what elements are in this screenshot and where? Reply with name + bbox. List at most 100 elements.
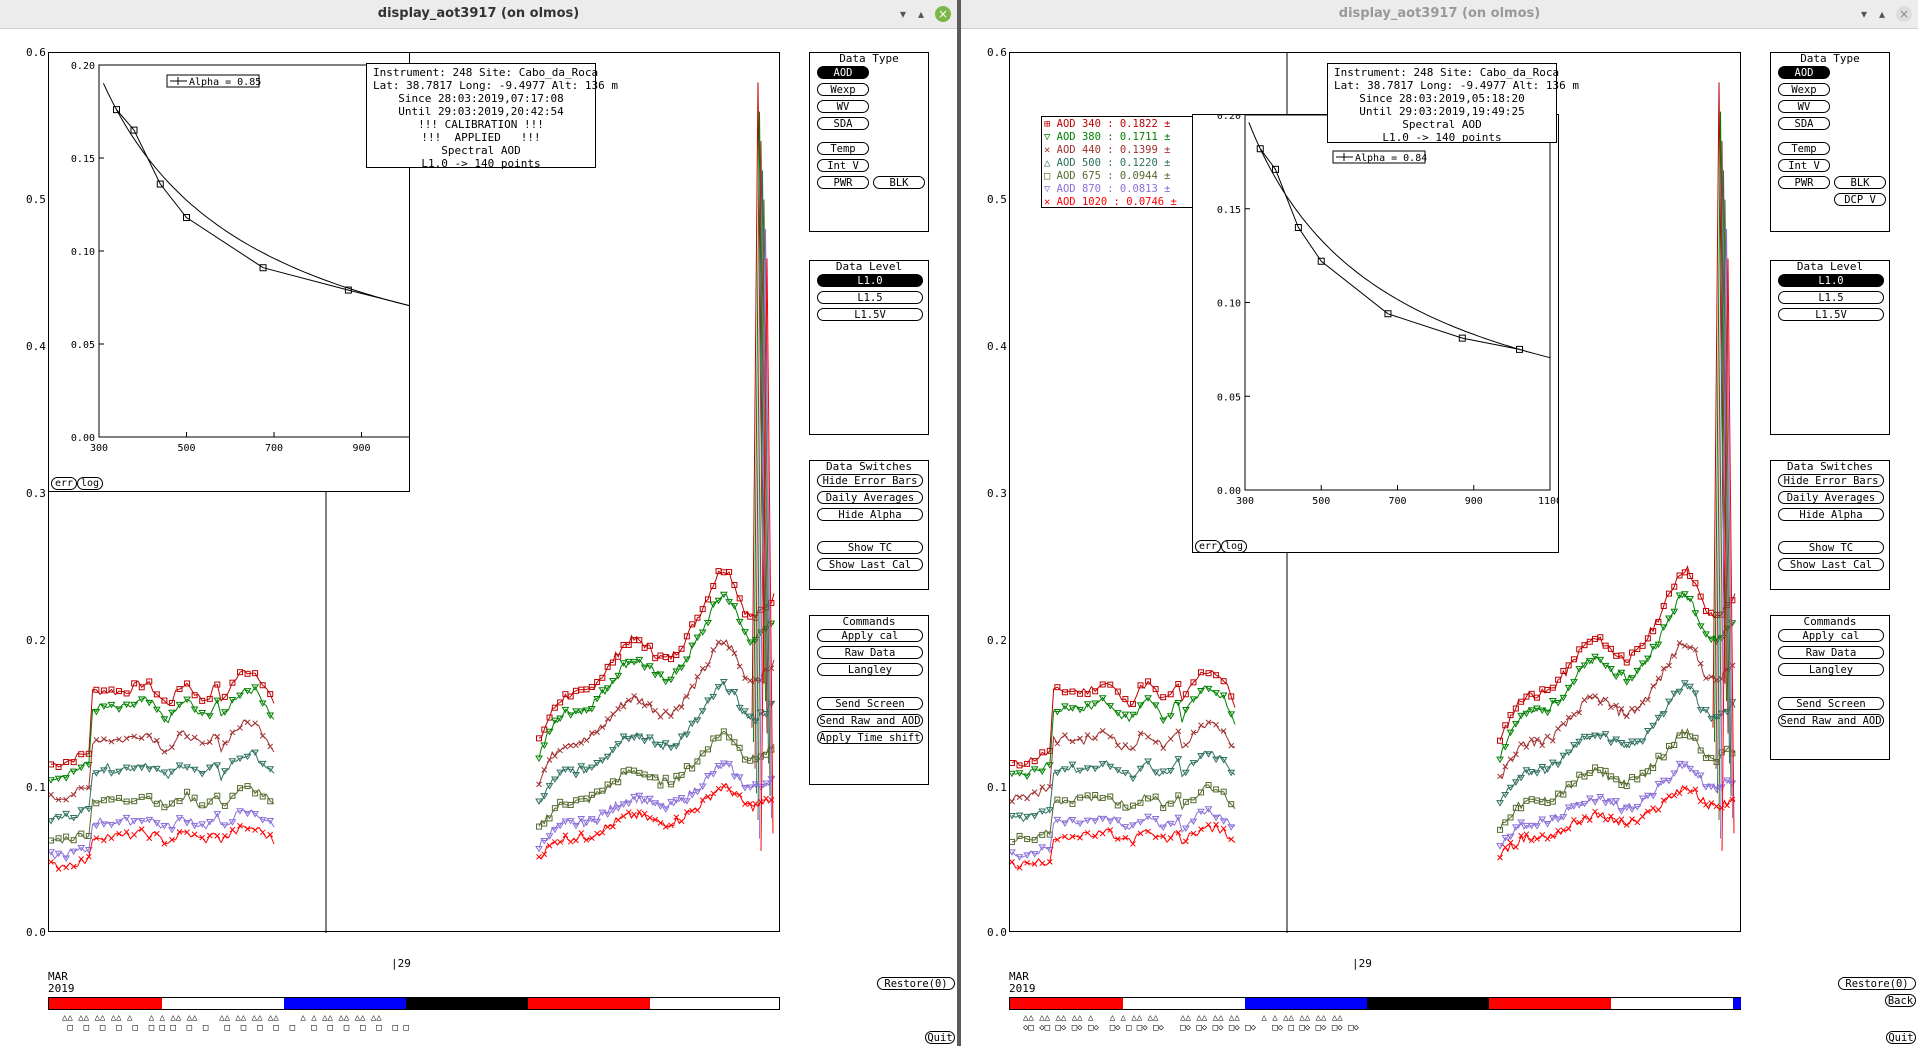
aod-series-line [50, 809, 275, 860]
restore-button[interactable]: Restore(0) [1838, 977, 1916, 990]
dcp-v-button[interactable]: DCP V [1834, 193, 1886, 206]
aod-point [651, 672, 660, 679]
aod-point [693, 634, 702, 642]
aod-point [48, 837, 54, 844]
temp-button[interactable]: Temp [817, 142, 869, 155]
send-raw-and-aod-button[interactable]: Send Raw and AOD [817, 714, 923, 727]
level-l15-button[interactable]: L1.5 [817, 291, 923, 304]
level-l10-button[interactable]: L1.0 [817, 274, 923, 287]
aod-button[interactable]: AOD [1778, 66, 1830, 79]
quit-button[interactable]: Quit [925, 1031, 955, 1044]
info-until: Until 29:03:2019,20:42:54 [398, 105, 564, 118]
err-button[interactable]: err [51, 477, 78, 490]
wexp-button[interactable]: Wexp [817, 83, 869, 96]
aod-point [1496, 800, 1504, 807]
title-bar[interactable]: display_aot3917 (on olmos) ▾ ▴ × [961, 0, 1918, 29]
close-icon[interactable]: × [1896, 6, 1912, 22]
maximize-icon[interactable]: ▴ [1878, 7, 1886, 21]
aod-point [609, 659, 616, 666]
send-raw-and-aod-button[interactable]: Send Raw and AOD [1778, 714, 1884, 727]
aod-point [1650, 765, 1657, 772]
daily-averages-button[interactable]: Daily Averages [817, 491, 923, 504]
y-tick: 0.3 [987, 487, 1007, 500]
aod-point [84, 805, 93, 813]
title-bar[interactable]: display_aot3917 (on olmos) ▾ ▴ × [0, 0, 957, 29]
sda-button[interactable]: SDA [1778, 117, 1830, 130]
inset-y-tick-label: 0.05 [1217, 392, 1241, 403]
raw-data-button[interactable]: Raw Data [817, 646, 923, 659]
apply-cal-button[interactable]: Apply cal [817, 629, 923, 642]
time-bar[interactable] [48, 997, 780, 1010]
restore-button[interactable]: Restore(0) [877, 977, 955, 990]
hide-alpha-button[interactable]: Hide Alpha [1778, 508, 1884, 521]
log-button[interactable]: log [1221, 540, 1248, 553]
instrument-info-box: Instrument: 248 Site: Cabo_da_Roca Lat: 3… [1327, 63, 1579, 144]
log-button[interactable]: log [77, 477, 104, 490]
show-last-cal-button[interactable]: Show Last Cal [817, 558, 923, 571]
level-l15v-button[interactable]: L1.5V [1778, 308, 1884, 321]
aod-point [731, 790, 738, 797]
aod-point [551, 839, 558, 845]
minimize-icon[interactable]: ▾ [899, 7, 907, 21]
blk-button[interactable]: BLK [1834, 176, 1886, 189]
aod-point [646, 734, 654, 742]
aod-point [1122, 696, 1129, 703]
pwr-button[interactable]: PWR [817, 176, 869, 189]
minimize-icon[interactable]: ▾ [1860, 7, 1868, 21]
err-button[interactable]: err [1195, 540, 1222, 553]
close-icon[interactable]: × [935, 6, 951, 22]
level-l15-button[interactable]: L1.5 [1778, 291, 1884, 304]
aod-button[interactable]: AOD [817, 66, 869, 79]
aod-point [100, 821, 108, 828]
aod-point [1560, 667, 1567, 674]
aod-point [1634, 776, 1641, 783]
langley-button[interactable]: Langley [817, 663, 923, 676]
pwr-button[interactable]: PWR [1778, 176, 1830, 189]
hide-error-bars-button[interactable]: Hide Error Bars [817, 474, 923, 487]
aod-point [55, 763, 62, 770]
wv-button[interactable]: WV [1778, 100, 1830, 113]
raw-data-button[interactable]: Raw Data [1778, 646, 1884, 659]
aod-point [228, 696, 237, 704]
quit-button[interactable]: Quit [1886, 1031, 1916, 1044]
legend-item: ▽ AOD 380 : 0.1711 ± [1044, 131, 1171, 143]
show-tc-button[interactable]: Show TC [1778, 541, 1884, 554]
time-bar[interactable] [1009, 997, 1741, 1010]
aod-time-series-plot[interactable] [47, 52, 780, 933]
month-label: MAR [1009, 970, 1029, 983]
aod-point [1591, 653, 1599, 661]
hide-error-bars-button[interactable]: Hide Error Bars [1778, 474, 1884, 487]
temp-button[interactable]: Temp [1778, 142, 1830, 155]
aod-point [1038, 844, 1047, 851]
aod-point [48, 761, 54, 768]
langley-button[interactable]: Langley [1778, 663, 1884, 676]
level-l10-button[interactable]: L1.0 [1778, 274, 1884, 287]
int-v-button[interactable]: Int V [817, 159, 869, 172]
aod-point [1724, 802, 1730, 809]
aod-point [746, 784, 755, 791]
wv-button[interactable]: WV [817, 100, 869, 113]
wexp-button[interactable]: Wexp [1778, 83, 1830, 96]
hide-alpha-button[interactable]: Hide Alpha [817, 508, 923, 521]
aod-point [1113, 817, 1122, 824]
aod-point [205, 764, 214, 772]
aod-point [1708, 800, 1715, 806]
sda-button[interactable]: SDA [817, 117, 869, 130]
apply-cal-button[interactable]: Apply cal [1778, 629, 1884, 642]
aod-point [1511, 779, 1520, 786]
aod-point [1220, 728, 1227, 734]
send-screen-button[interactable]: Send Screen [1778, 697, 1884, 710]
apply-time-shift-button[interactable]: Apply Time shift [817, 731, 923, 744]
maximize-icon[interactable]: ▴ [917, 7, 925, 21]
show-last-cal-button[interactable]: Show Last Cal [1778, 558, 1884, 571]
aod-point [1152, 793, 1159, 800]
show-tc-button[interactable]: Show TC [817, 541, 923, 554]
daily-averages-button[interactable]: Daily Averages [1778, 491, 1884, 504]
level-l15v-button[interactable]: L1.5V [817, 308, 923, 321]
blk-button[interactable]: BLK [873, 176, 925, 189]
int-v-button[interactable]: Int V [1778, 159, 1830, 172]
aod-point [594, 679, 601, 686]
back-button[interactable]: Back [1885, 994, 1916, 1007]
aod-time-series-plot[interactable] [1008, 52, 1741, 933]
send-screen-button[interactable]: Send Screen [817, 697, 923, 710]
